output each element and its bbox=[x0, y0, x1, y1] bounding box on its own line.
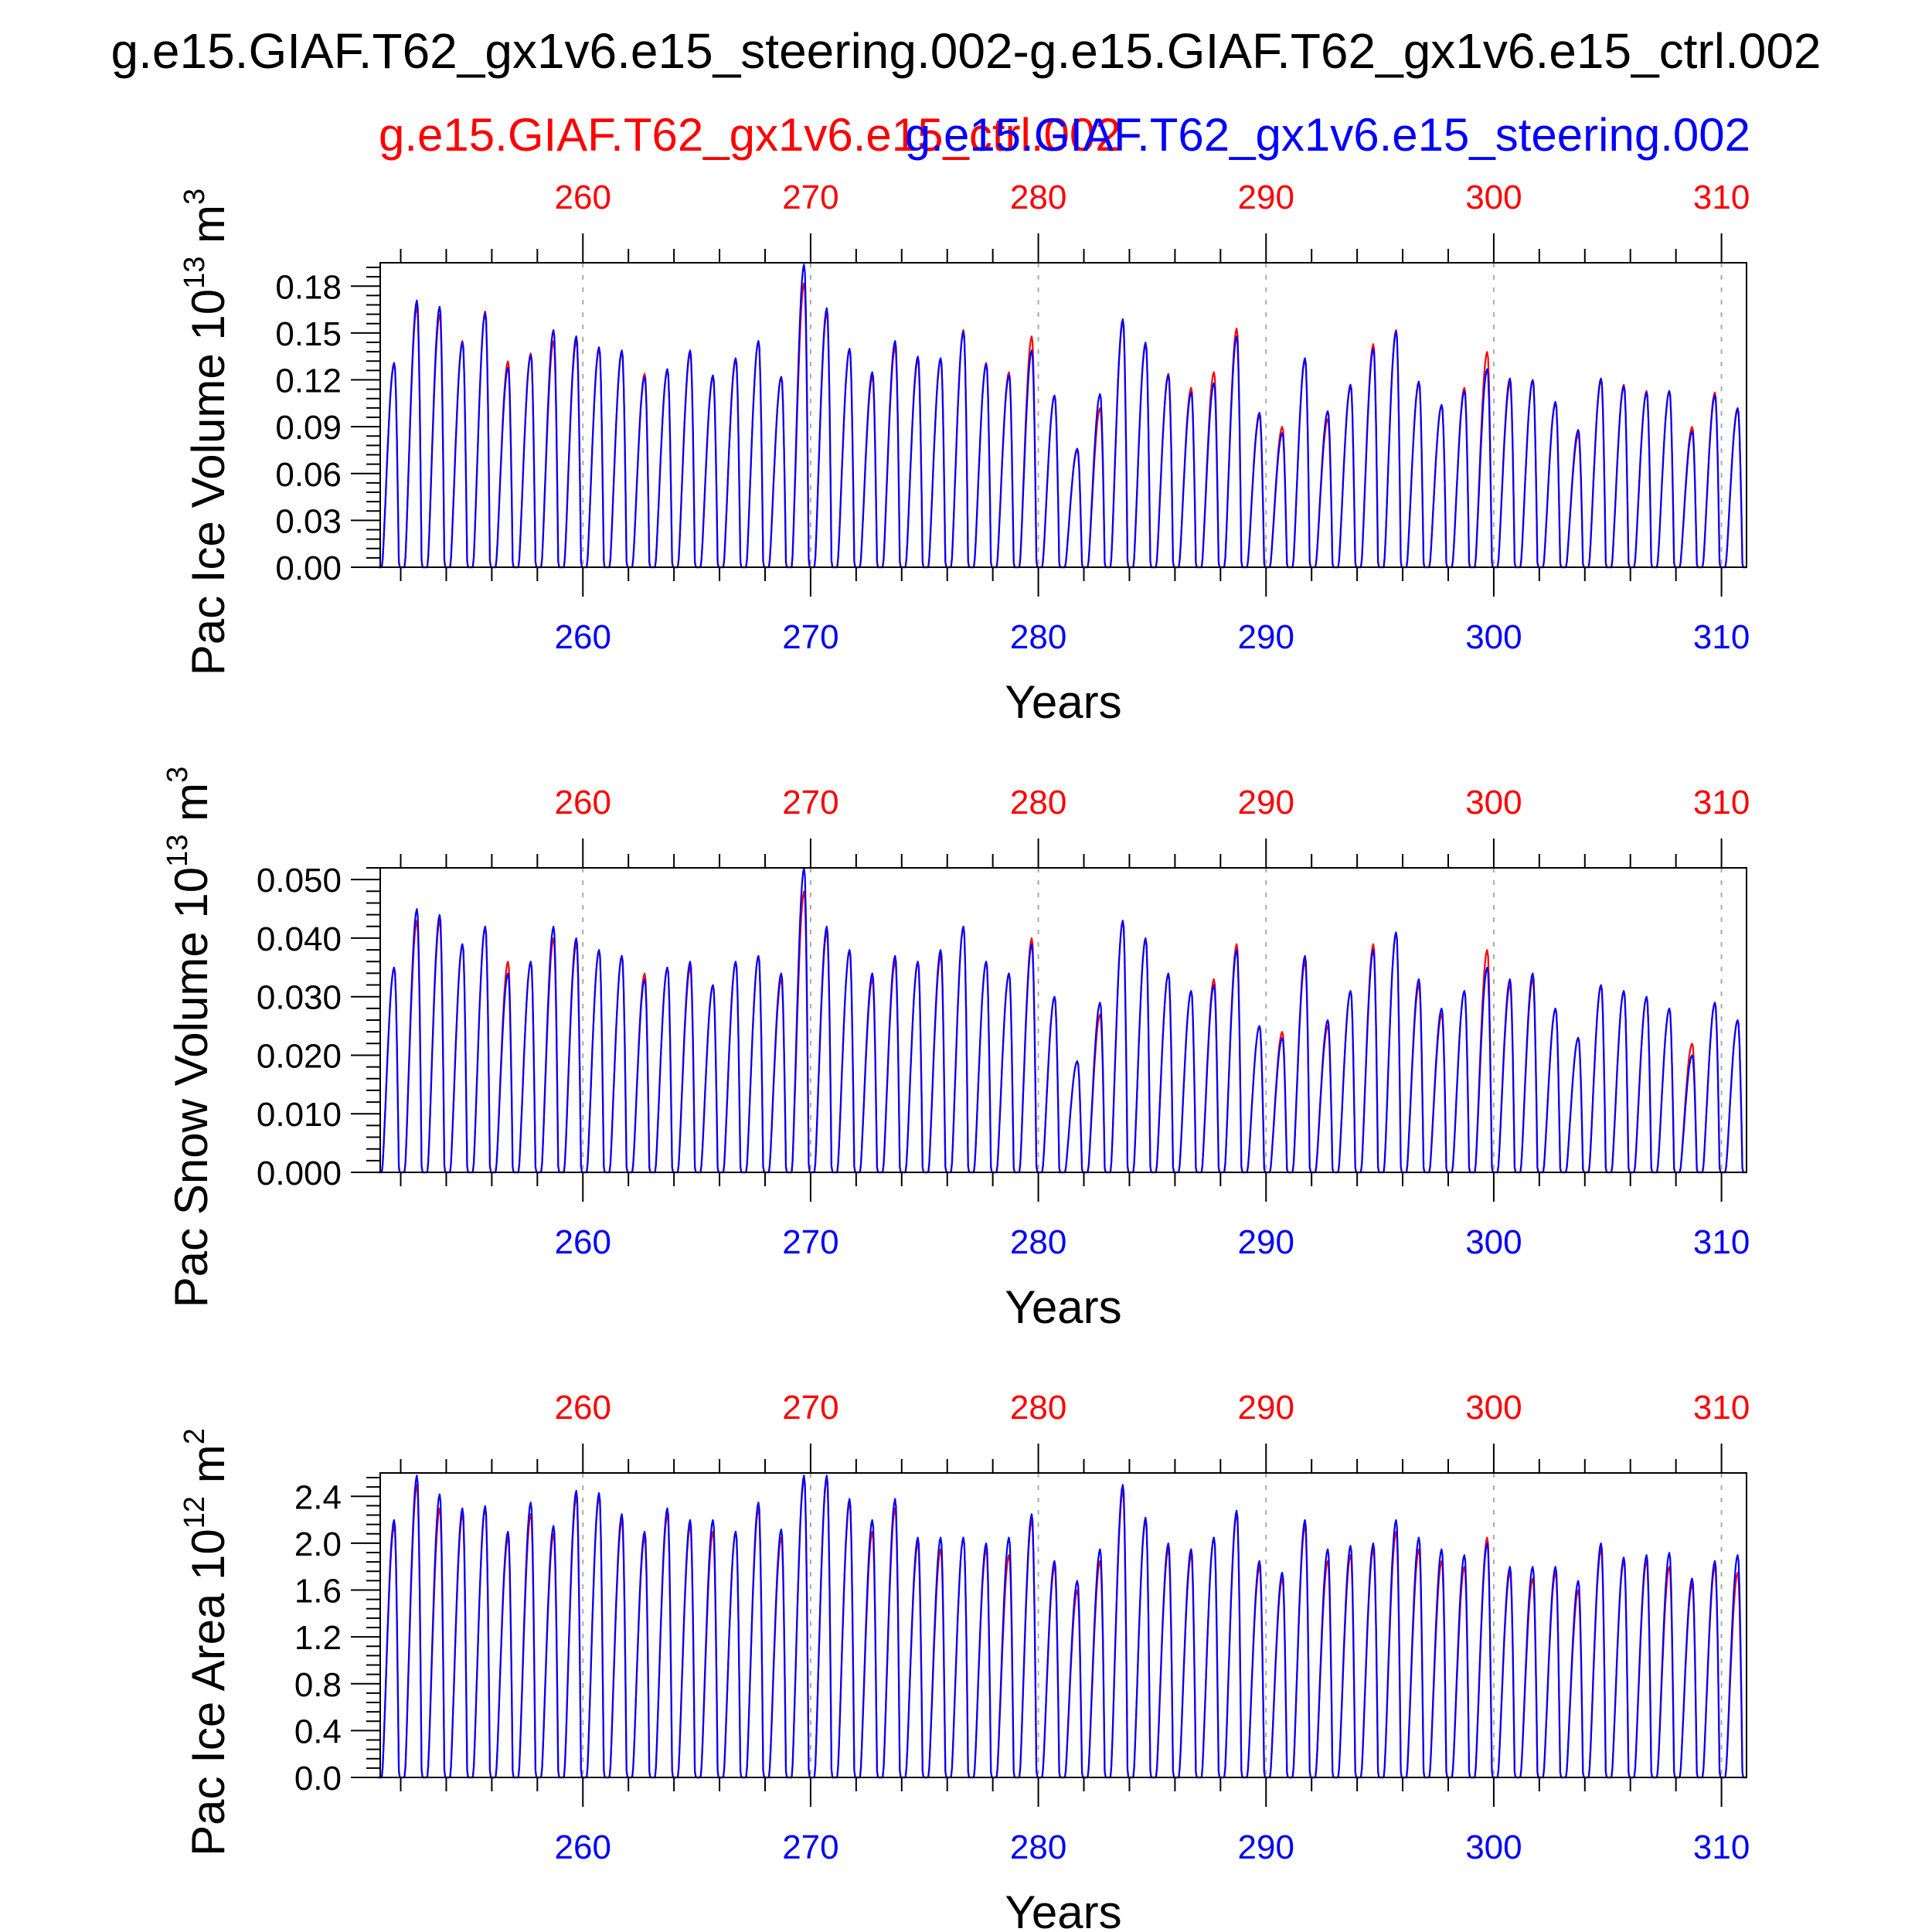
chart-title: g.e15.GIAF.T62_gx1v6.e15_steering.002-g.… bbox=[111, 23, 1821, 79]
panel-3: 0.0 0.4 0.8 1.2 1.6 2.0 2.4 260 260 270 270 280 280 2… bbox=[179, 1389, 1750, 1932]
x-bottom-tick-label: 300 bbox=[1465, 1828, 1522, 1866]
y-tick-label: 0.15 bbox=[275, 315, 342, 353]
panel-1: 0.00 0.03 0.06 0.09 0.12 0.15 0.18 260 260 270 270… bbox=[179, 179, 1750, 728]
legend-ctrl: g.e15.GIAF.T62_gx1v6.e15_ctrl.002 bbox=[379, 109, 1121, 161]
x-bottom-tick-label: 290 bbox=[1238, 1223, 1294, 1261]
x-bottom-tick-label: 290 bbox=[1238, 1828, 1294, 1866]
x-top-tick-label: 260 bbox=[555, 1389, 611, 1427]
y-tick-label: 0.030 bbox=[257, 979, 342, 1017]
plot-frame bbox=[379, 262, 1747, 568]
x-top-tick-label: 290 bbox=[1238, 179, 1294, 216]
x-bottom-tick-label: 270 bbox=[782, 1223, 838, 1261]
x-top-tick-label: 310 bbox=[1693, 784, 1750, 821]
x-top-tick-label: 300 bbox=[1465, 1389, 1522, 1427]
series-line-steering bbox=[378, 1475, 1747, 1779]
y-tick-label: 0.09 bbox=[275, 409, 342, 447]
y-tick-label: 0.18 bbox=[275, 268, 342, 306]
y-tick-label: 0.050 bbox=[257, 862, 342, 900]
x-top-tick-label: 310 bbox=[1693, 179, 1750, 216]
y-tick-label: 1.2 bbox=[294, 1619, 342, 1657]
y-tick-label: 0.06 bbox=[275, 456, 342, 494]
panel-2: 0.000 0.010 0.020 0.030 0.040 0.050 260 260 270 2… bbox=[162, 767, 1750, 1333]
y-tick-label: 0.020 bbox=[257, 1037, 342, 1075]
y-tick-label: 0.0 bbox=[294, 1760, 342, 1798]
x-top-tick-label: 280 bbox=[1010, 784, 1066, 821]
x-bottom-tick-label: 280 bbox=[1010, 1828, 1066, 1866]
x-top-tick-label: 270 bbox=[782, 784, 838, 821]
y-tick-label: 0.040 bbox=[257, 920, 342, 958]
x-top-tick-label: 280 bbox=[1010, 179, 1066, 216]
legend-steering: g.e15.GIAF.T62_gx1v6.e15_steering.002 bbox=[905, 109, 1750, 161]
y-tick-label: 2.0 bbox=[294, 1526, 342, 1563]
y-axis-title: Pac Snow Volume 1013 m3 bbox=[162, 767, 217, 1308]
x-axis-title: Years bbox=[1005, 1886, 1121, 1932]
x-bottom-tick-label: 280 bbox=[1010, 618, 1066, 656]
series-line-steering bbox=[378, 264, 1747, 569]
x-top-tick-label: 270 bbox=[782, 179, 838, 216]
x-bottom-tick-label: 260 bbox=[555, 1223, 611, 1261]
x-top-tick-label: 310 bbox=[1693, 1389, 1750, 1427]
x-top-tick-label: 290 bbox=[1238, 784, 1294, 821]
x-bottom-tick-label: 270 bbox=[782, 1828, 838, 1866]
y-axis-title: Pac Ice Area 1012 m2 bbox=[179, 1428, 234, 1856]
x-bottom-tick-label: 260 bbox=[555, 1828, 611, 1866]
y-tick-label: 0.00 bbox=[275, 549, 342, 587]
x-top-tick-label: 280 bbox=[1010, 1389, 1066, 1427]
y-tick-label: 0.03 bbox=[275, 502, 342, 540]
x-bottom-tick-label: 260 bbox=[555, 618, 611, 656]
plot-frame bbox=[379, 1472, 1747, 1778]
panels: 0.00 0.03 0.06 0.09 0.12 0.15 0.18 260 260 270 270… bbox=[162, 179, 1750, 1932]
x-top-tick-label: 300 bbox=[1465, 784, 1522, 821]
x-bottom-tick-label: 310 bbox=[1693, 1828, 1750, 1866]
y-tick-label: 0.12 bbox=[275, 362, 342, 400]
x-bottom-tick-label: 300 bbox=[1465, 1223, 1522, 1261]
plot-frame bbox=[379, 867, 1747, 1173]
x-bottom-tick-label: 280 bbox=[1010, 1223, 1066, 1261]
y-axis-title: Pac Ice Volume 1013 m3 bbox=[179, 189, 234, 675]
x-bottom-tick-label: 270 bbox=[782, 618, 838, 656]
y-tick-label: 0.000 bbox=[257, 1155, 342, 1192]
y-tick-label: 0.4 bbox=[294, 1713, 342, 1750]
y-tick-label: 0.010 bbox=[257, 1096, 342, 1134]
x-top-tick-label: 300 bbox=[1465, 179, 1522, 216]
x-axis-title: Years bbox=[1005, 1281, 1121, 1333]
y-tick-label: 2.4 bbox=[294, 1478, 342, 1516]
y-tick-label: 0.8 bbox=[294, 1666, 342, 1704]
y-tick-label: 1.6 bbox=[294, 1573, 342, 1611]
x-bottom-tick-label: 310 bbox=[1693, 1223, 1750, 1261]
x-bottom-tick-label: 290 bbox=[1238, 618, 1294, 656]
x-top-tick-label: 260 bbox=[555, 784, 611, 821]
x-bottom-tick-label: 310 bbox=[1693, 618, 1750, 656]
x-bottom-tick-label: 300 bbox=[1465, 618, 1522, 656]
x-axis-title: Years bbox=[1005, 676, 1121, 728]
x-top-tick-label: 260 bbox=[555, 179, 611, 216]
x-top-tick-label: 270 bbox=[782, 1389, 838, 1427]
x-top-tick-label: 290 bbox=[1238, 1389, 1294, 1427]
